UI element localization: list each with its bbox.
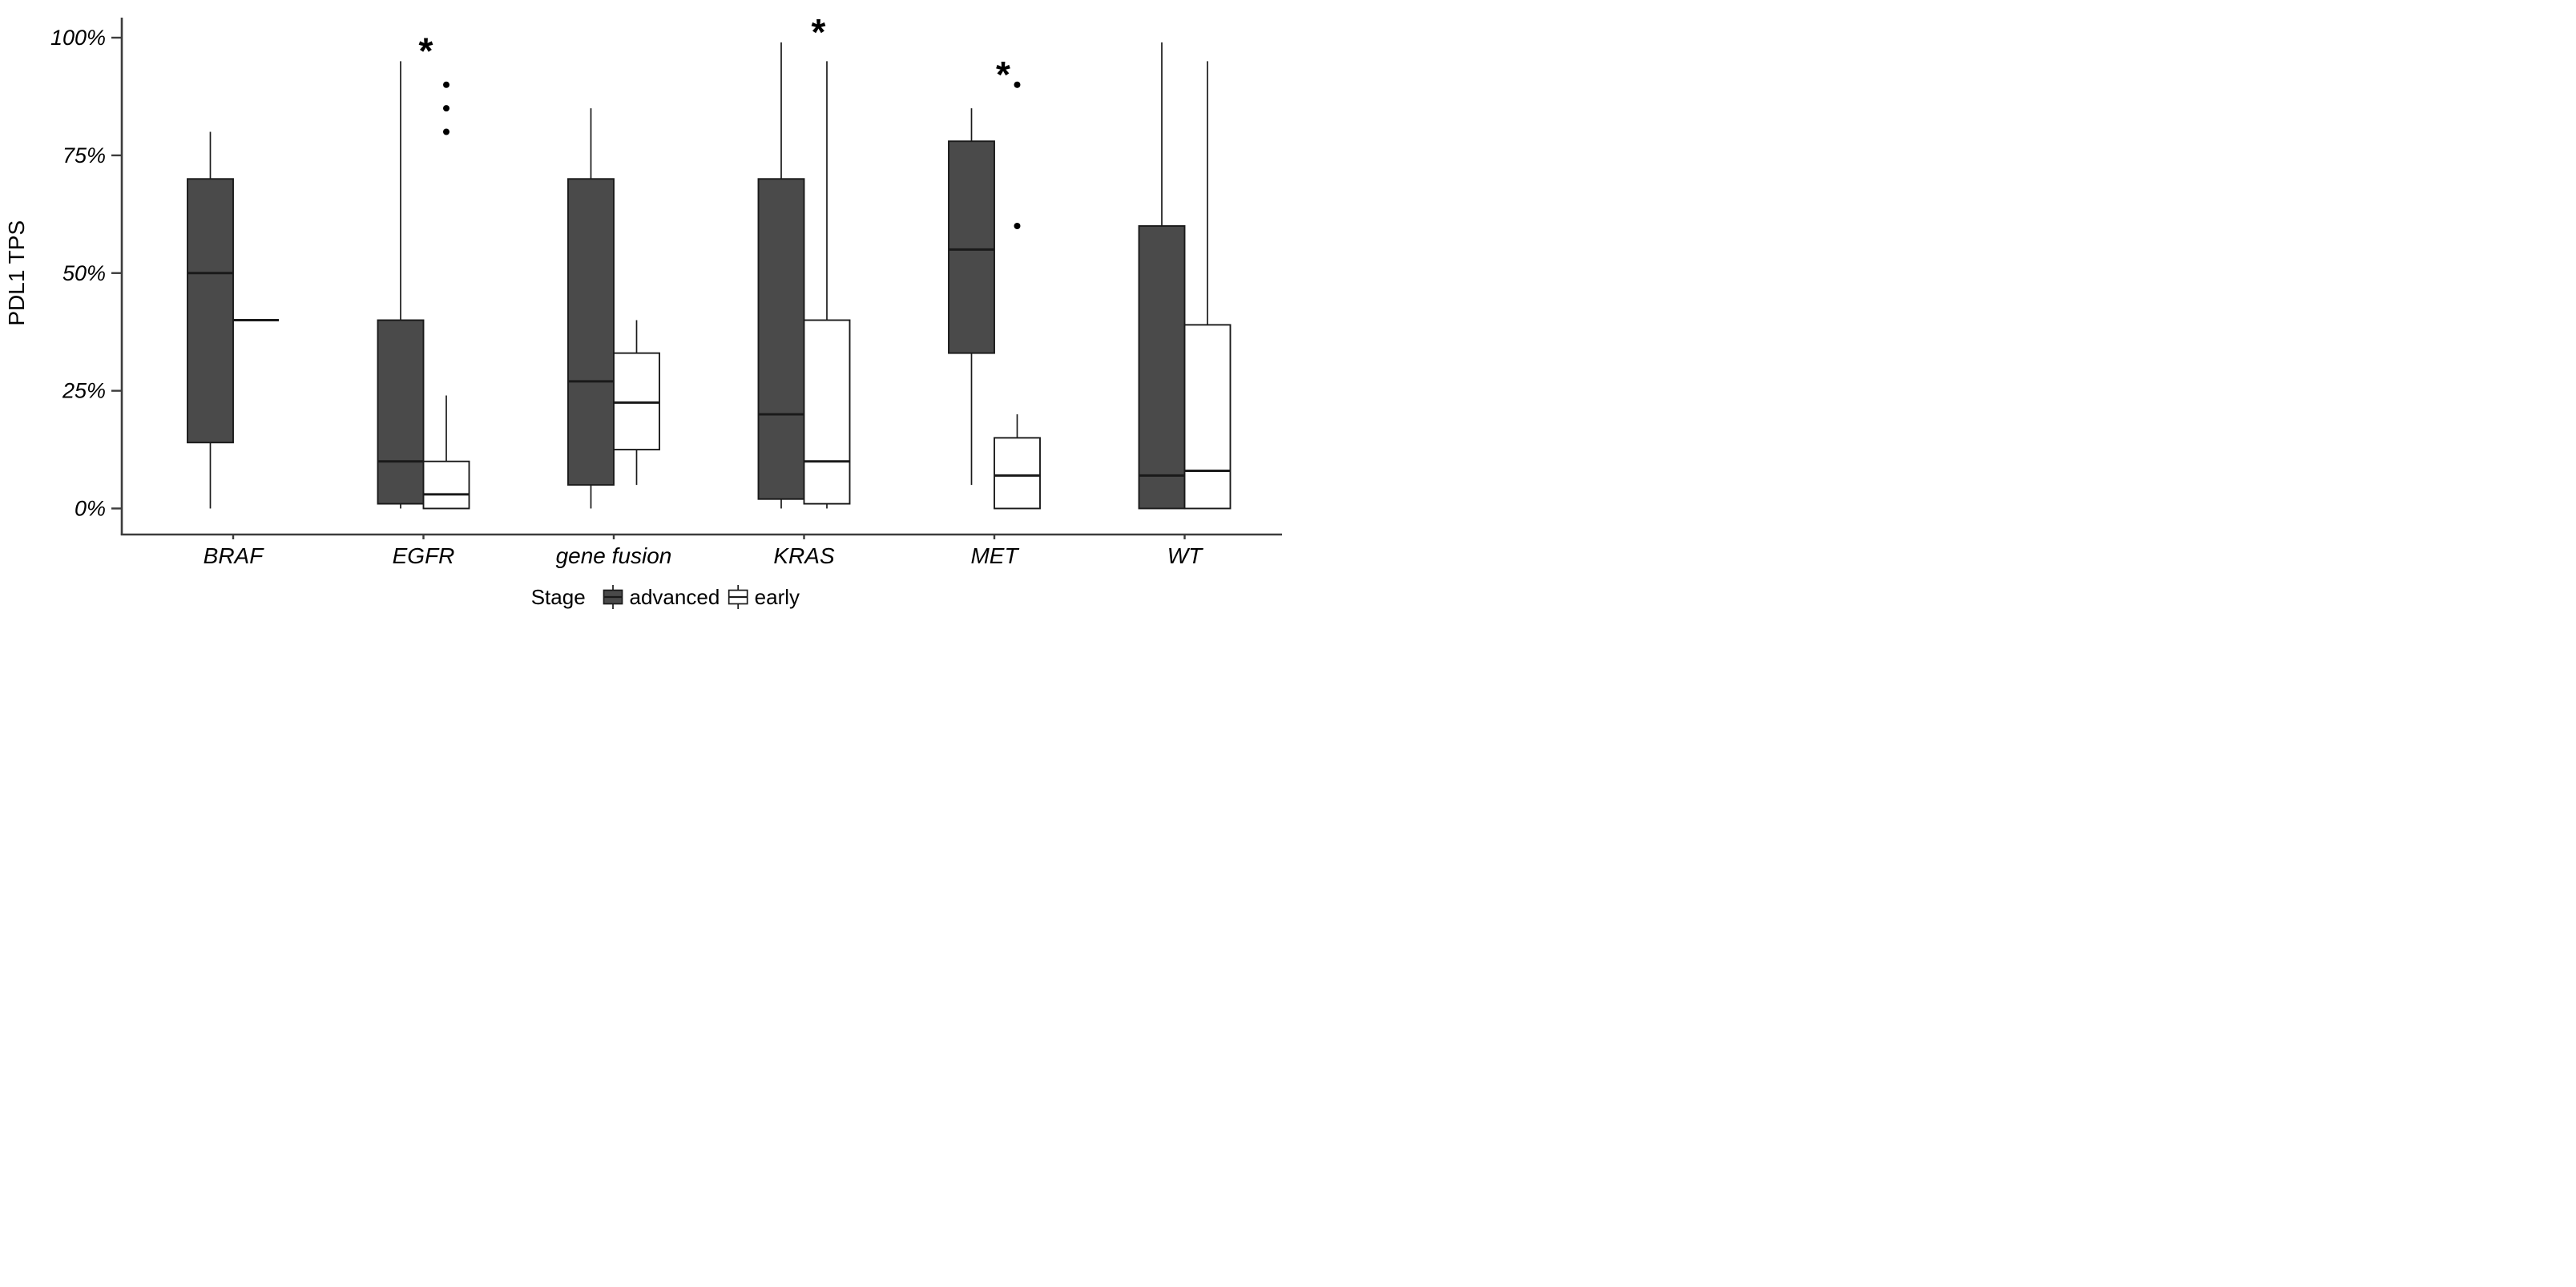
legend-label-early: early bbox=[755, 585, 800, 609]
pdl1-tps-boxplot-chart: 0% 25% 50% 75% 100% PDL1 TPS BRAF EGFR gene fusi… bbox=[4, 11, 1282, 609]
boxplot-box-advanced-MET bbox=[948, 140, 995, 354]
boxplot-figure: 0% 25% 50% 75% 100% PDL1 TPS BRAF EGFR gene fusi… bbox=[0, 0, 1288, 644]
significance-asterisk-KRAS: * bbox=[812, 11, 826, 53]
boxplot-outlier-early-MET-60 bbox=[1014, 223, 1021, 229]
x-category-label-gene fusion: gene fusion bbox=[556, 543, 672, 568]
boxplot-outlier-early-EGFR-85 bbox=[443, 105, 449, 112]
boxplot-box-advanced-BRAF bbox=[187, 178, 234, 444]
boxplot-box-early-KRAS bbox=[803, 319, 851, 505]
boxplot-outlier-early-EGFR-90 bbox=[443, 81, 449, 88]
significance-asterisk-MET: * bbox=[996, 54, 1010, 95]
boxplot-outlier-early-EGFR-80 bbox=[443, 128, 449, 135]
x-category-label-WT: WT bbox=[1167, 543, 1203, 568]
boxplot-box-advanced-gene fusion bbox=[567, 178, 615, 486]
y-tick-label-25: 25% bbox=[62, 379, 106, 403]
boxplot-box-early-EGFR bbox=[422, 460, 470, 510]
legend-title: Stage bbox=[531, 585, 586, 609]
y-tick-label-0: 0% bbox=[75, 497, 106, 521]
x-category-label-MET: MET bbox=[970, 543, 1019, 568]
y-tick-label-50: 50% bbox=[62, 261, 106, 285]
significance-asterisk-EGFR: * bbox=[419, 30, 433, 72]
boxplot-box-advanced-WT bbox=[1138, 225, 1186, 510]
legend-label-advanced: advanced bbox=[630, 585, 720, 609]
y-axis-title: PDL1 TPS bbox=[4, 220, 29, 326]
boxplot-box-early-MET bbox=[994, 437, 1041, 510]
y-tick-label-100: 100% bbox=[50, 26, 106, 50]
x-category-label-BRAF: BRAF bbox=[204, 543, 265, 568]
x-category-label-KRAS: KRAS bbox=[773, 543, 835, 568]
y-tick-label-75: 75% bbox=[62, 143, 106, 167]
boxplot-box-advanced-KRAS bbox=[757, 178, 805, 500]
boxplot-box-early-WT bbox=[1183, 324, 1232, 510]
x-category-label-EGFR: EGFR bbox=[393, 543, 455, 568]
boxplot-outlier-early-MET-90 bbox=[1014, 81, 1021, 88]
boxplot-box-advanced-EGFR bbox=[377, 319, 425, 505]
